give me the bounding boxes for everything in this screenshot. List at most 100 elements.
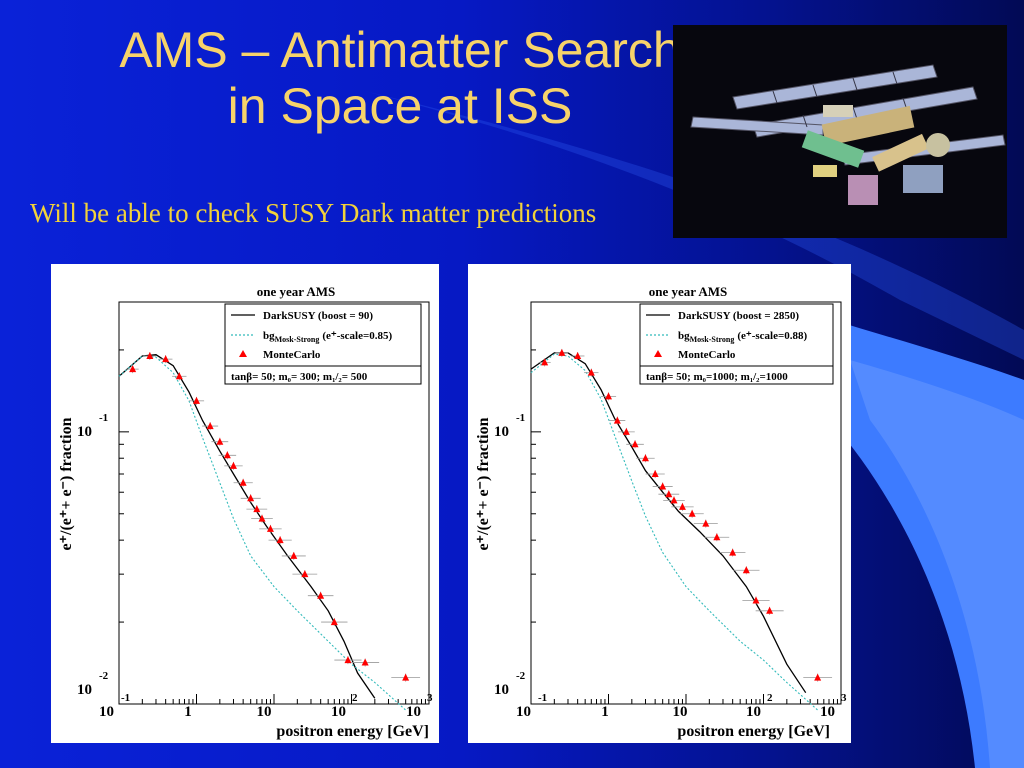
- x-tick-exponent: 3: [841, 692, 847, 704]
- legend: DarkSUSY (boost = 90) bgMosk-Strong (e⁺-s…: [224, 303, 422, 385]
- montecarlo-point: [146, 351, 154, 359]
- montecarlo-point: [402, 673, 410, 681]
- axis-ticks: [118, 349, 426, 705]
- legend-params: tanβ= 50; m₀=1000; m₁/₂=1000: [646, 371, 788, 383]
- x-tick-label: 10: [406, 704, 421, 720]
- x-tick-label: 10: [257, 704, 272, 720]
- montecarlo-point: [678, 502, 686, 510]
- montecarlo-point: [175, 372, 183, 380]
- montecarlo-point: [223, 451, 231, 459]
- background-curve: [530, 353, 819, 711]
- montecarlo-point: [729, 548, 737, 556]
- y-tick-exponent: -1: [516, 412, 525, 424]
- slide-title-line-2: in Space at ISS: [227, 78, 573, 134]
- slide-title: AMS – Antimatter Search in Space at ISS: [30, 22, 770, 134]
- legend-entry-3: MonteCarlo: [263, 349, 321, 361]
- chart-series: [530, 348, 833, 711]
- x-axis-label: positron energy [GeV]: [677, 723, 830, 740]
- montecarlo-point: [641, 454, 649, 462]
- space-station-icon: [673, 25, 1007, 238]
- x-tick-label: 10: [820, 704, 835, 720]
- y-tick-exponent: -1: [99, 412, 108, 424]
- legend-marker-triangle: [654, 350, 662, 357]
- x-tick-label: 10: [516, 704, 531, 720]
- montecarlo-point: [613, 416, 621, 424]
- chart-panel-1: one year AMS 10 -1 10 -2 10 -1 1 10 10 2…: [51, 264, 439, 743]
- x-tick-exponent: 2: [767, 692, 773, 704]
- y-tick-exponent: -2: [99, 670, 109, 682]
- montecarlo-point: [659, 482, 667, 490]
- montecarlo-point: [665, 490, 673, 498]
- chart-2: one year AMS 10 -1 10 -2 10 -1 1 10 10 2…: [475, 284, 847, 740]
- chart-panel-2: one year AMS 10 -1 10 -2 10 -1 1 10 10 2…: [468, 264, 851, 743]
- darksusy-curve: [118, 354, 376, 699]
- montecarlo-point: [193, 396, 200, 404]
- darksusy-curve: [530, 352, 807, 694]
- montecarlo-point: [317, 591, 325, 599]
- montecarlo-point: [247, 494, 255, 502]
- legend-marker-triangle: [239, 350, 247, 357]
- legend-entry-1: DarkSUSY (boost = 90): [263, 310, 373, 322]
- chart-1: one year AMS 10 -1 10 -2 10 -1 1 10 10 2…: [58, 284, 433, 740]
- x-tick-label: 10: [673, 704, 688, 720]
- chart-title: one year AMS: [257, 284, 335, 299]
- montecarlo-point: [129, 365, 137, 373]
- montecarlo-point: [688, 509, 696, 517]
- montecarlo-point: [605, 392, 612, 400]
- montecarlo-point: [587, 368, 595, 376]
- montecarlo-point: [253, 505, 261, 513]
- montecarlo-point: [276, 536, 284, 544]
- y-axis-label: e⁺/(e⁺+ e⁻) fraction: [475, 417, 492, 550]
- montecarlo-point: [162, 355, 170, 363]
- x-tick-label: 10: [746, 704, 761, 720]
- x-axis-label: positron energy [GeV]: [276, 723, 429, 740]
- x-tick-label: 1: [601, 704, 609, 720]
- legend-entry-2: bgMosk-Strong (e⁺-scale=0.85): [263, 330, 393, 344]
- montecarlo-point: [206, 422, 214, 430]
- chart-series: [118, 351, 421, 711]
- montecarlo-point: [631, 440, 639, 448]
- x-tick-exponent: -1: [121, 692, 130, 704]
- y-axis-label: e⁺/(e⁺+ e⁻) fraction: [58, 417, 75, 550]
- montecarlo-point: [290, 551, 298, 559]
- montecarlo-point: [344, 656, 352, 664]
- montecarlo-point: [574, 351, 582, 359]
- x-tick-label: 10: [331, 704, 346, 720]
- legend-entry-3: MonteCarlo: [678, 349, 736, 361]
- montecarlo-point: [558, 348, 566, 356]
- montecarlo-point: [702, 519, 710, 527]
- x-tick-exponent: 2: [352, 692, 358, 704]
- montecarlo-point: [239, 478, 247, 486]
- axis-ticks: [530, 349, 838, 705]
- y-tick-label: 10: [77, 424, 92, 440]
- montecarlo-point: [229, 461, 237, 469]
- montecarlo-point: [670, 496, 678, 504]
- montecarlo-point: [752, 596, 760, 604]
- montecarlo-point: [541, 358, 549, 366]
- x-tick-label: 10: [99, 704, 114, 720]
- legend-entry-1: DarkSUSY (boost = 2850): [678, 310, 799, 322]
- legend-entry-2: bgMosk-Strong (e⁺-scale=0.88): [678, 330, 808, 344]
- legend: DarkSUSY (boost = 2850) bgMosk-Strong (e⁺…: [639, 303, 834, 385]
- y-tick-label: 10: [494, 682, 509, 698]
- chart-title: one year AMS: [649, 284, 727, 299]
- iss-photo: [673, 25, 1007, 238]
- montecarlo-point: [258, 514, 266, 522]
- montecarlo-point: [713, 533, 721, 541]
- slide-subtitle: Will be able to check SUSY Dark matter p…: [30, 198, 597, 228]
- x-tick-exponent: -1: [538, 692, 547, 704]
- montecarlo-point: [622, 427, 630, 435]
- background-curve: [118, 355, 407, 711]
- slide-title-line-1: AMS – Antimatter Search: [119, 22, 681, 78]
- y-tick-label: 10: [494, 424, 509, 440]
- montecarlo-point: [361, 658, 369, 666]
- x-tick-label: 1: [184, 704, 192, 720]
- y-tick-label: 10: [77, 682, 92, 698]
- y-tick-exponent: -2: [516, 670, 526, 682]
- montecarlo-point: [330, 618, 338, 626]
- montecarlo-point: [814, 673, 822, 681]
- legend-params: tanβ= 50; m₀= 300; m₁/₂= 500: [231, 371, 368, 383]
- x-tick-exponent: 3: [427, 692, 433, 704]
- montecarlo-point: [216, 437, 224, 445]
- montecarlo-point: [651, 470, 659, 478]
